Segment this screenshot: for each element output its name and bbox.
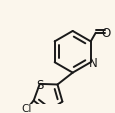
Text: N: N xyxy=(88,56,97,69)
Text: O: O xyxy=(101,27,110,40)
Text: S: S xyxy=(36,79,43,92)
Text: Cl: Cl xyxy=(21,103,31,113)
